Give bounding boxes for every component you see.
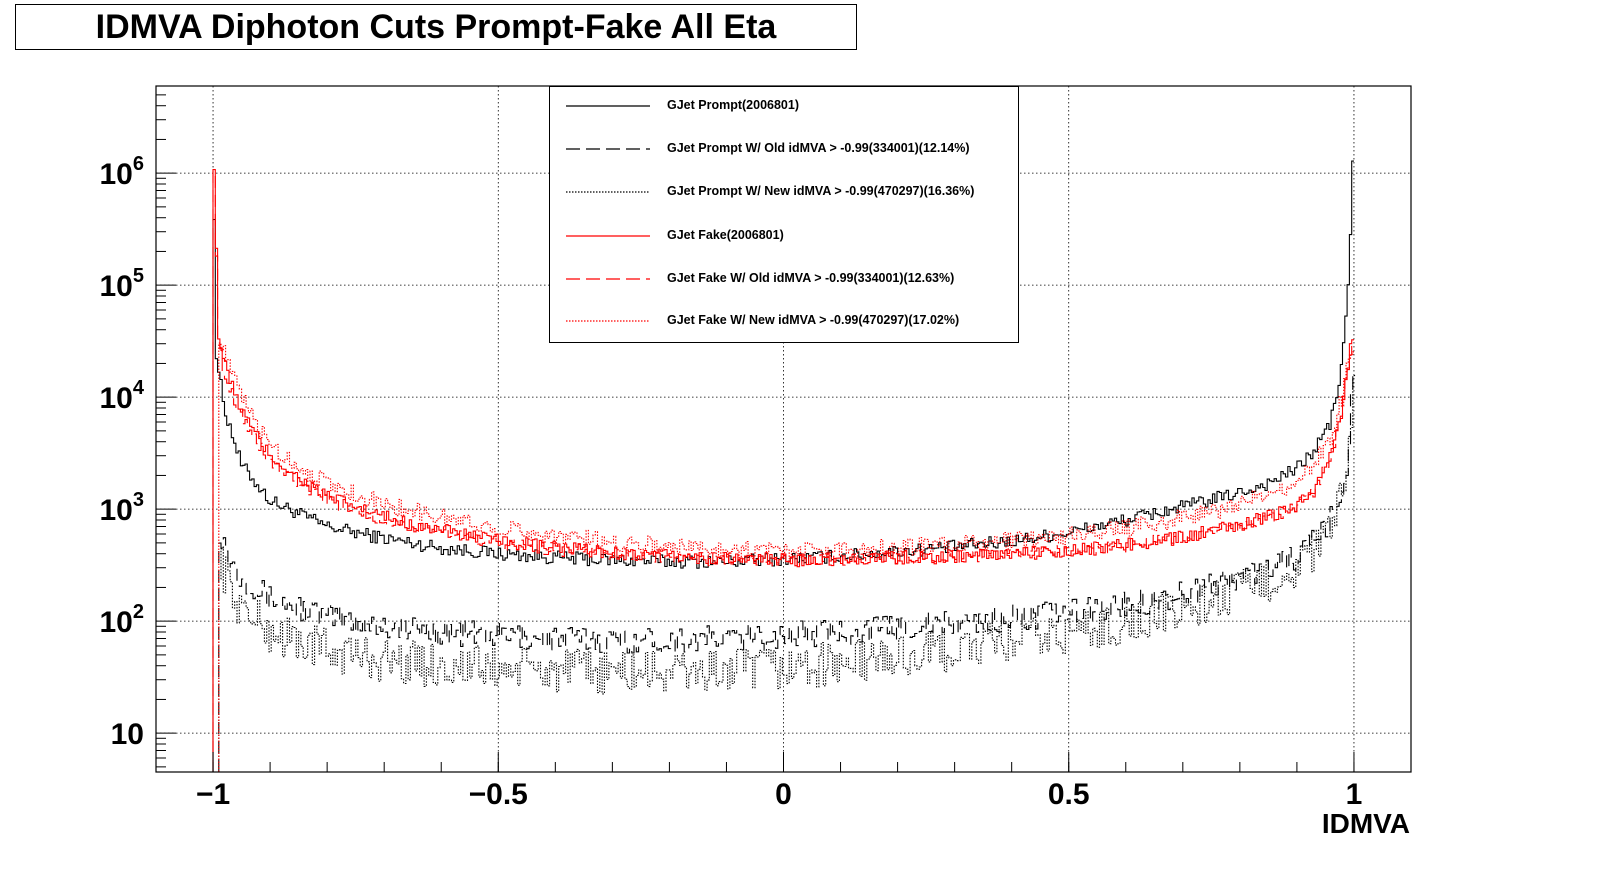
x-axis-label: IDMVA <box>1321 808 1410 839</box>
x-tick-label: −0.5 <box>469 778 528 811</box>
y-tick-label: 106 <box>100 153 145 191</box>
legend-label-fake: GJet Fake(2006801) <box>667 228 784 242</box>
x-tick-label: −1 <box>196 778 230 811</box>
axis-ticks <box>155 85 1412 772</box>
legend-label-prompt-old: GJet Prompt W/ Old idMVA > -0.99(334001)… <box>667 141 970 155</box>
x-tick-label: 0 <box>775 778 792 811</box>
tick-labels: −1 −0.5 0 0.5 1 10 102 103 104 105 106 <box>100 153 1363 811</box>
legend-label-fake-new: GJet Fake W/ New idMVA > -0.99(470297)(1… <box>667 313 960 327</box>
y-tick-label: 105 <box>100 265 145 303</box>
y-tick-label: 103 <box>100 489 145 527</box>
x-tick-label: 1 <box>1346 778 1363 811</box>
y-tick-label: 10 <box>111 718 144 751</box>
chart-title: IDMVA Diphoton Cuts Prompt-Fake All Eta <box>95 8 777 46</box>
series-line-6 <box>218 342 1356 772</box>
legend-label-prompt-new: GJet Prompt W/ New idMVA > -0.99(470297)… <box>667 184 975 198</box>
legend-label-fake-old: GJet Fake W/ Old idMVA > -0.99(334001)(1… <box>667 271 955 285</box>
series-line-3 <box>218 375 1356 772</box>
x-tick-label: 0.5 <box>1048 778 1090 811</box>
y-tick-label: 104 <box>100 377 145 415</box>
legend: GJet Prompt(2006801) GJet Prompt W/ Old … <box>549 86 1019 343</box>
y-tick-label: 102 <box>100 601 145 639</box>
legend-swatches <box>566 105 650 322</box>
series-line-1 <box>212 160 1354 772</box>
series-group <box>212 160 1356 772</box>
title-box: IDMVA Diphoton Cuts Prompt-Fake All Eta <box>15 4 857 50</box>
legend-label-prompt: GJet Prompt(2006801) <box>667 98 800 112</box>
series-line-2 <box>218 375 1356 772</box>
series-line-5 <box>212 170 1354 772</box>
